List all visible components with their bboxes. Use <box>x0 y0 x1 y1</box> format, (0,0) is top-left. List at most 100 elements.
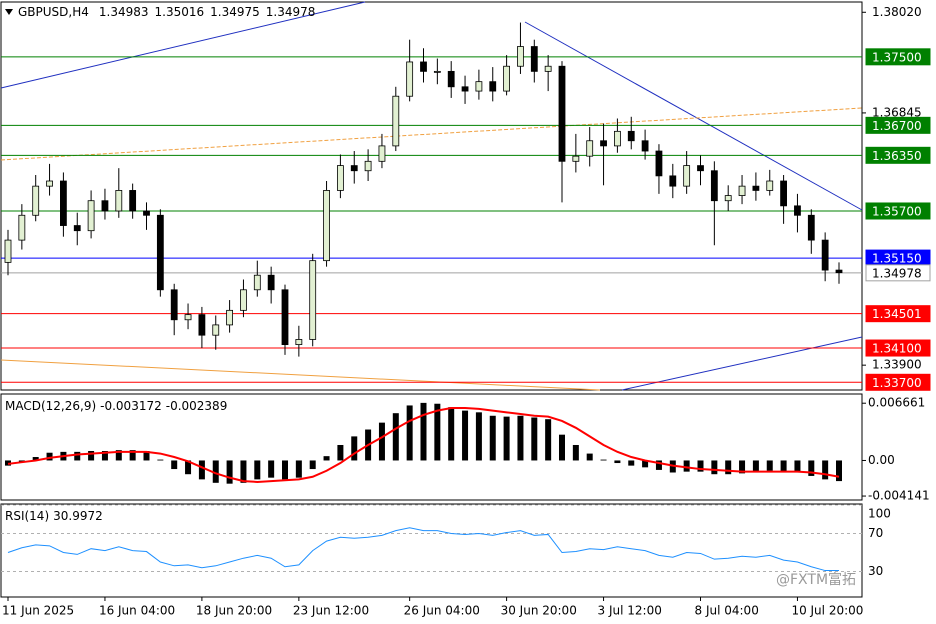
candle-body <box>4 239 12 263</box>
ohlc-open: 1.34983 <box>99 5 149 19</box>
candle-body <box>517 46 524 67</box>
macd-bar <box>517 415 524 461</box>
level-box <box>865 305 931 323</box>
candle-body <box>46 180 53 187</box>
level-label: 1.34978 <box>872 266 922 280</box>
candle-body <box>433 70 441 73</box>
macd-header: MACD(12,26,9) -0.003172 -0.002389 <box>5 399 227 413</box>
level-box <box>865 48 931 66</box>
rsi-marks <box>1 504 862 572</box>
macd-bar <box>420 402 427 461</box>
candle-body <box>710 170 718 202</box>
candle-body <box>724 195 732 202</box>
macd-bar <box>559 434 565 461</box>
level-label: 1.33700 <box>872 376 922 390</box>
y-tick-label: 1.36845 <box>872 105 922 119</box>
candle-body <box>101 200 109 212</box>
candle-body <box>336 165 344 191</box>
macd-bar <box>628 460 635 466</box>
macd-bar <box>711 460 718 475</box>
candle-body <box>198 314 206 336</box>
level-box <box>865 373 931 391</box>
candle-body <box>821 239 829 271</box>
x-tick-label: 8 Jul 04:00 <box>695 604 759 618</box>
price-header: GBPUSD,H4 1.34983 1.35016 1.34975 1.34978 <box>18 5 315 19</box>
trend-line <box>0 107 863 161</box>
macd-bar <box>392 413 399 461</box>
level-label: 1.35700 <box>872 204 922 218</box>
macd-bar <box>240 460 247 483</box>
y-tick-label: 1.33900 <box>872 358 922 372</box>
macd-bar <box>198 460 205 480</box>
macd-bar <box>531 417 538 461</box>
level-box <box>865 264 931 282</box>
macd-bar <box>115 450 122 461</box>
macd-bar <box>101 451 108 461</box>
level-box <box>865 146 931 164</box>
y-tick-label: 0.00 <box>868 453 895 467</box>
macd-bar <box>725 460 732 475</box>
rsi-line <box>7 527 839 572</box>
macd-bar <box>808 460 815 476</box>
candle-body <box>600 140 607 147</box>
macd-bar <box>129 450 136 461</box>
macd-bar <box>406 405 413 461</box>
macd-value: -0.003172 <box>100 399 162 413</box>
macd-bar <box>642 460 649 468</box>
macd-bar <box>780 460 787 472</box>
x-tick-label: 11 Jun 2025 <box>2 604 74 618</box>
candle-body <box>240 289 247 311</box>
candle-body <box>406 61 414 97</box>
macd-bar <box>157 459 164 461</box>
candle-body <box>697 165 704 172</box>
x-tick-label: 10 Jul 20:00 <box>791 604 863 618</box>
macd-panel <box>0 393 863 501</box>
level-box <box>865 116 931 134</box>
x-tick-label: 26 Jun 04:00 <box>404 604 480 618</box>
macd-bar <box>586 453 593 461</box>
menu-arrow[interactable] <box>5 9 13 15</box>
ohlc-low: 1.34975 <box>210 5 260 19</box>
macd-bar <box>752 460 759 473</box>
macd-bar <box>822 460 829 480</box>
macd-bar <box>836 460 842 482</box>
macd-bar <box>697 460 704 472</box>
candle-body <box>253 274 261 291</box>
signal-line <box>7 407 840 483</box>
level-label: 1.36700 <box>872 119 922 133</box>
candle-body <box>461 86 469 92</box>
price-marks <box>1 22 862 383</box>
candle-body <box>226 309 234 326</box>
candle-body <box>156 214 164 291</box>
level-label: 1.36350 <box>872 149 922 163</box>
x-tick-label: 3 Jul 12:00 <box>598 604 662 618</box>
candle-body <box>295 339 303 346</box>
macd-bar <box>46 452 53 461</box>
trend-lines <box>0 1 863 391</box>
macd-bar <box>489 415 496 461</box>
rsi-value: 30.9972 <box>53 509 103 523</box>
x-tick-label: 23 Jun 12:00 <box>293 604 369 618</box>
level-label: 1.35150 <box>872 252 922 266</box>
candle-body <box>503 65 511 92</box>
y-tick-label: 1.38020 <box>872 5 922 19</box>
level-label: 1.34100 <box>872 342 922 356</box>
candle-body <box>530 46 538 72</box>
candle-body <box>32 185 40 216</box>
ohlc-close: 1.34978 <box>266 5 316 19</box>
candle-body <box>378 145 386 162</box>
candle-body <box>489 81 497 92</box>
macd-bar <box>268 460 275 478</box>
candle-body <box>766 180 774 191</box>
macd-bar <box>448 407 455 461</box>
signal-value: -0.002389 <box>166 399 228 413</box>
x-tick-label: 18 Jun 20:00 <box>196 604 272 618</box>
candle-body <box>807 214 815 241</box>
candle-body <box>738 185 746 196</box>
candle-body <box>655 150 663 177</box>
candle-body <box>18 214 26 241</box>
x-tick-label: 30 Jun 20:00 <box>501 604 577 618</box>
candle-body <box>780 180 787 207</box>
candle-body <box>170 289 178 321</box>
